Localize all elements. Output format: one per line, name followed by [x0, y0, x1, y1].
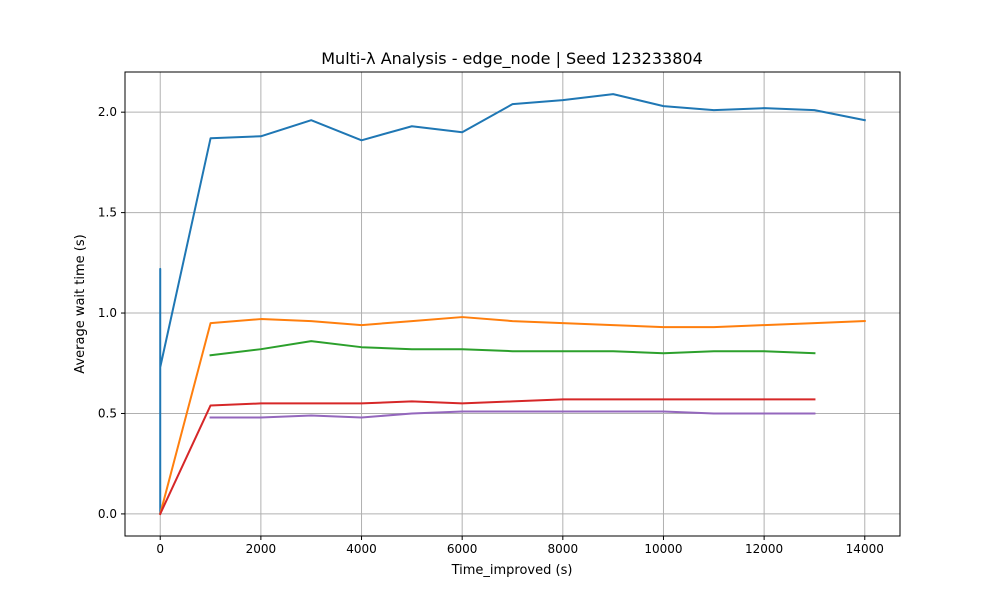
grid-lines [125, 72, 900, 536]
series-lines [158, 93, 866, 516]
y-tick-label: 0.5 [98, 406, 117, 420]
series-line-1 [159, 93, 866, 515]
x-tick-label: 10000 [644, 542, 682, 556]
y-tick-label: 1.5 [98, 206, 117, 220]
x-axis-label: Time_improved (s) [451, 563, 573, 578]
x-tick-label: 12000 [745, 542, 783, 556]
x-tick-label: 8000 [548, 542, 579, 556]
series-line-5 [209, 410, 816, 419]
axis-ticks: 0 2000 4000 6000 8000 10000 12000 14000 0.0 0.5 1.… [98, 105, 884, 556]
series-line-4 [158, 398, 816, 516]
series-line-2 [159, 316, 866, 516]
x-tick-label: 2000 [246, 542, 277, 556]
x-tick-label: 6000 [447, 542, 478, 556]
x-tick-label: 4000 [346, 542, 377, 556]
plot-frame [124, 71, 901, 537]
y-tick-label: 1.0 [98, 306, 117, 320]
y-tick-label: 0.0 [98, 507, 117, 521]
y-axis-label: Average wait time (s) [73, 234, 88, 373]
x-tick-label: 14000 [846, 542, 884, 556]
series-line-3 [209, 340, 816, 357]
chart-title: Multi-λ Analysis - edge_node | Seed 1232… [321, 49, 703, 69]
y-tick-label: 2.0 [98, 105, 117, 119]
x-tick-label: 0 [156, 542, 164, 556]
